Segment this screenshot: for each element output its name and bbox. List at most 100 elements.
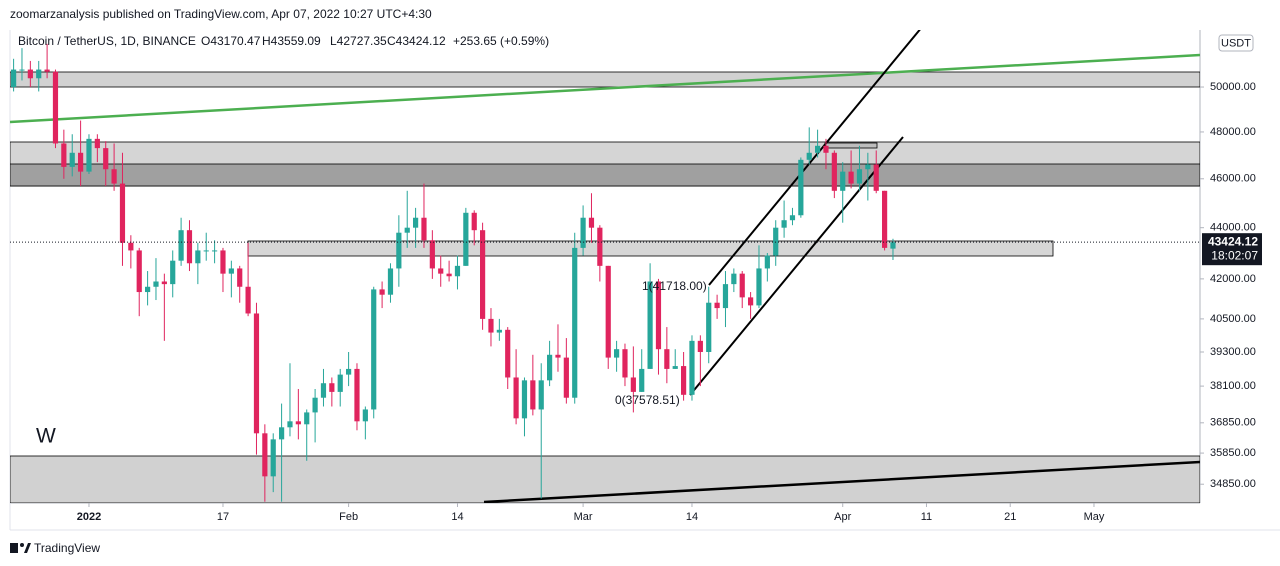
y-tick-label: 44000.00 <box>1210 222 1256 234</box>
trend-line <box>483 460 1200 503</box>
candle-body <box>329 383 335 392</box>
candle-body <box>672 366 678 369</box>
candle-body <box>873 164 879 191</box>
candle-body <box>237 268 243 287</box>
candle-body <box>69 152 75 167</box>
annotation: W <box>36 425 56 448</box>
trend-line <box>708 30 921 286</box>
candle-body <box>371 289 377 410</box>
y-tick-label: 46000.00 <box>1210 173 1256 185</box>
currency-label[interactable]: USDT <box>1221 37 1251 49</box>
x-tick-label: 11 <box>921 511 932 523</box>
candle-body <box>681 366 687 395</box>
zone <box>247 240 1054 257</box>
last-price-box <box>1202 233 1262 266</box>
candle-body <box>480 230 486 319</box>
candle-body <box>438 268 444 274</box>
candle-body <box>153 281 159 287</box>
candle-body <box>588 217 595 228</box>
candle-body <box>312 397 318 413</box>
candle-body <box>195 250 201 264</box>
candle-body <box>890 242 896 249</box>
x-tick-label: 17 <box>217 511 229 523</box>
candle-body <box>396 232 402 269</box>
annotation: 1(41718.00) <box>642 279 707 293</box>
candle-body <box>547 354 553 381</box>
x-tick-label: Mar <box>574 511 593 523</box>
candle-body <box>882 190 888 248</box>
candle-body <box>287 421 293 428</box>
candle-body <box>798 159 804 216</box>
candle-body <box>639 368 645 392</box>
candle-body <box>228 268 234 274</box>
candle-body <box>555 354 561 358</box>
candle-body <box>806 152 812 160</box>
candle-body <box>61 143 67 167</box>
countdown-label: 18:02:07 <box>1211 248 1258 262</box>
y-tick-label: 50000.00 <box>1210 81 1256 93</box>
x-tick-label: 21 <box>1004 511 1016 523</box>
candle-body <box>11 69 17 88</box>
candle-body <box>387 268 394 295</box>
candle-body <box>379 289 385 295</box>
candle-body <box>664 349 670 369</box>
candle-body <box>622 349 628 378</box>
candle-body <box>697 340 703 352</box>
candle-body <box>27 69 33 79</box>
candle-body <box>513 377 519 419</box>
candles <box>11 43 896 502</box>
candle-body <box>245 286 251 314</box>
candle-body <box>848 171 854 184</box>
candle-body <box>739 273 745 298</box>
ohlc-label: C43424.12 <box>387 34 446 48</box>
candle-body <box>128 242 134 251</box>
candle-body <box>471 212 477 231</box>
candle-body <box>647 281 653 369</box>
publisher-header: zoomarzanalysis published on TradingView… <box>10 7 432 21</box>
candle-body <box>429 240 435 269</box>
candle-body <box>178 230 184 261</box>
y-tick-label: 36850.00 <box>1210 417 1256 429</box>
zone <box>10 163 1200 187</box>
candle-body <box>279 427 285 440</box>
candle-body <box>840 171 846 191</box>
candle-body <box>521 380 528 419</box>
candle-body <box>789 215 796 221</box>
candle-body <box>413 217 419 228</box>
candle-body <box>404 227 410 233</box>
candle-body <box>337 374 343 392</box>
currency-box[interactable] <box>1218 34 1254 52</box>
candle-body <box>815 145 821 153</box>
drawings <box>10 30 1200 503</box>
candle-body <box>714 302 720 309</box>
candle-body <box>731 273 737 285</box>
symbol-title: Bitcoin / TetherUS, 1D, BINANCE <box>18 34 196 48</box>
candle-body <box>446 273 452 277</box>
candle-body <box>463 212 469 266</box>
candle-body <box>362 409 368 422</box>
candle-body <box>52 71 59 144</box>
candle-body <box>136 250 142 293</box>
ohlc-label: L42727.35 <box>330 34 387 48</box>
candle-body <box>756 268 762 306</box>
last-price-label: 43424.12 <box>1208 234 1258 248</box>
footer-brand: TradingView <box>34 541 100 555</box>
candle-body <box>320 383 327 398</box>
candle-body <box>161 281 167 285</box>
y-tick-label: 48000.00 <box>1210 126 1256 138</box>
y-tick-label: 39300.00 <box>1210 346 1256 358</box>
candle-body <box>454 265 461 277</box>
candle-body <box>253 313 260 434</box>
candle-body <box>865 164 871 170</box>
candle-body <box>421 217 427 241</box>
candle-body <box>203 250 209 252</box>
candle-body <box>773 227 779 256</box>
x-tick-label: 14 <box>686 511 698 523</box>
candle-body <box>563 357 569 398</box>
candle-body <box>605 265 611 358</box>
tradingview-logo <box>10 543 31 553</box>
candle-body <box>748 297 754 306</box>
candle-body <box>831 152 837 191</box>
y-tick-label: 42000.00 <box>1210 273 1256 285</box>
